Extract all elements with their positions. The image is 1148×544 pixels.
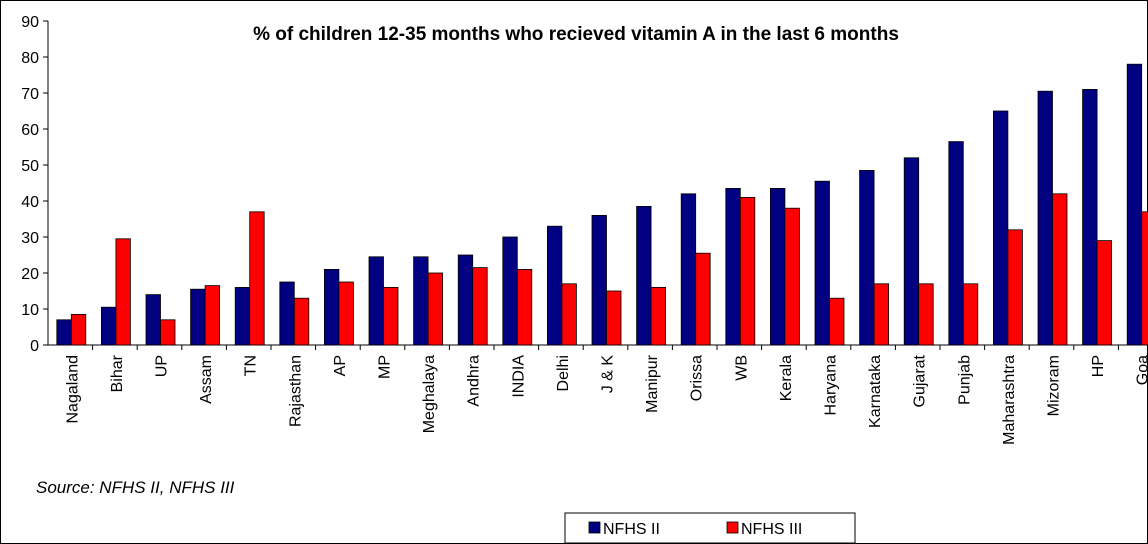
x-tick-label: Kerala — [778, 355, 795, 401]
bar — [739, 196, 756, 346]
bar — [1096, 240, 1112, 346]
bar — [279, 281, 295, 346]
bar — [547, 225, 563, 346]
bar — [427, 272, 444, 346]
bar — [650, 286, 666, 346]
bar — [383, 286, 399, 346]
bar — [160, 319, 176, 346]
y-tick-label: 20 — [21, 266, 39, 283]
legend-swatch — [726, 521, 739, 534]
bar — [725, 187, 741, 346]
bar — [70, 313, 87, 346]
x-tick-label: Maharashtra — [1001, 355, 1018, 445]
x-tick-label: Punjab — [956, 355, 973, 405]
y-tick-label: 60 — [21, 122, 39, 139]
x-tick-label: Bihar — [109, 354, 126, 392]
x-tick-label: Rajasthan — [287, 355, 304, 427]
bar — [770, 187, 786, 346]
x-tick-label: Haryana — [823, 355, 840, 416]
bar — [1082, 89, 1098, 346]
bar — [1007, 229, 1023, 346]
bar — [56, 319, 72, 346]
bar — [993, 110, 1009, 346]
bar — [859, 169, 875, 346]
bar — [784, 207, 800, 346]
bar — [516, 268, 533, 346]
x-tick-label: Assam — [198, 355, 215, 404]
bar — [502, 236, 518, 346]
x-tick-label: Nagaland — [64, 355, 81, 424]
y-tick-label: 10 — [21, 302, 39, 319]
legend-label: NFHS II — [603, 521, 660, 538]
bar — [249, 211, 265, 346]
y-tick-label: 30 — [21, 230, 39, 247]
bar — [1141, 211, 1148, 346]
x-tick-label: Manipur — [644, 354, 661, 412]
bar — [903, 157, 920, 346]
y-tick-label: 50 — [21, 158, 39, 175]
bar — [190, 288, 206, 346]
bar — [962, 283, 979, 346]
bar — [695, 252, 711, 346]
x-tick-label: Mizoram — [1046, 355, 1063, 416]
bar — [338, 281, 354, 346]
x-tick-label: Delhi — [555, 355, 572, 391]
x-tick-label: Meghalaya — [421, 355, 438, 433]
bar — [1037, 90, 1053, 346]
bar — [606, 290, 622, 346]
bar — [101, 306, 117, 346]
bar — [204, 285, 221, 346]
bar — [636, 205, 652, 346]
bar — [873, 283, 889, 346]
bar — [948, 141, 964, 346]
bar — [561, 283, 577, 346]
bar — [829, 297, 845, 346]
legend-swatch — [588, 521, 601, 534]
bar — [293, 297, 310, 346]
source-note: Source: NFHS II, NFHS III — [36, 478, 235, 497]
bar — [145, 294, 161, 346]
x-tick-label: WB — [733, 355, 750, 381]
bar — [413, 256, 429, 346]
x-tick-label: J & K — [600, 355, 617, 394]
bar — [814, 180, 830, 346]
x-tick-label: MP — [377, 355, 394, 379]
y-tick-label: 40 — [21, 194, 39, 211]
bar — [368, 256, 384, 346]
bar — [680, 193, 697, 346]
y-tick-label: 70 — [21, 86, 39, 103]
y-tick-label: 0 — [30, 338, 39, 355]
bar — [591, 214, 607, 346]
x-tick-label: Goa — [1135, 355, 1148, 385]
legend-label: NFHS III — [741, 521, 802, 538]
x-tick-label: INDIA — [510, 355, 527, 398]
bar — [115, 238, 131, 346]
y-tick-label: 80 — [21, 50, 39, 67]
bar — [1126, 63, 1143, 346]
x-tick-label: AP — [332, 355, 349, 376]
bar — [472, 267, 488, 346]
bar — [918, 283, 934, 346]
x-tick-label: Andhra — [466, 355, 483, 407]
legend-box — [564, 512, 856, 544]
bar — [1052, 193, 1068, 346]
x-tick-label: Orissa — [689, 355, 706, 401]
y-tick-label: 90 — [21, 14, 39, 31]
bar — [457, 254, 474, 346]
x-tick-label: HP — [1090, 355, 1107, 377]
x-tick-label: Karnataka — [867, 355, 884, 428]
x-tick-label: TN — [243, 355, 260, 376]
x-tick-label: UP — [154, 355, 171, 377]
bar — [234, 286, 251, 346]
x-tick-label: Gujarat — [912, 354, 929, 407]
chart-title: % of children 12-35 months who recieved … — [253, 24, 899, 45]
bar — [323, 268, 340, 346]
